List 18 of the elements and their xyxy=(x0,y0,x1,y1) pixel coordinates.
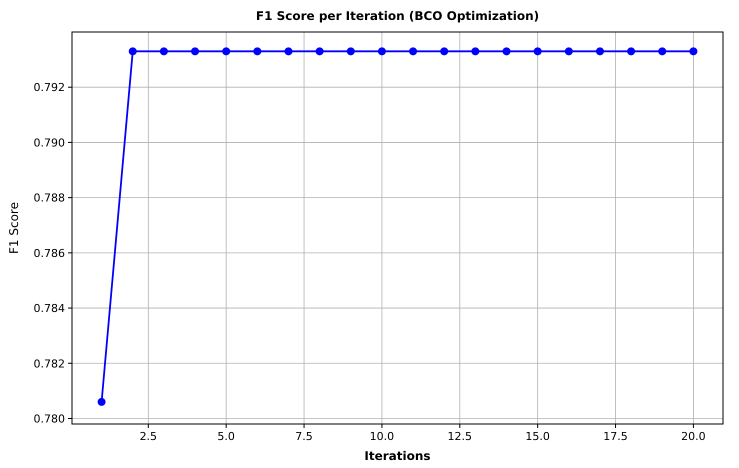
y-tick-label: 0.780 xyxy=(34,412,65,426)
x-tick-label: 17.5 xyxy=(603,430,628,443)
x-tick-label: 5.0 xyxy=(217,430,235,443)
y-axis-title: F1 Score xyxy=(7,202,21,254)
y-tick-label: 0.788 xyxy=(34,192,65,205)
y-tick-label: 0.790 xyxy=(34,136,65,150)
x-tick-label: 20.0 xyxy=(681,430,706,443)
x-tick-label: 10.0 xyxy=(370,430,394,443)
y-tick-label: 0.792 xyxy=(34,81,65,94)
x-tick-label: 2.5 xyxy=(140,430,158,443)
x-tick-label: 12.5 xyxy=(448,430,472,443)
y-tick-label: 0.786 xyxy=(34,246,65,260)
x-tick-label: 7.5 xyxy=(295,430,313,443)
y-tick-label: 0.784 xyxy=(34,302,65,316)
x-tick-label: 15.0 xyxy=(525,430,550,443)
x-axis-title: Iterations xyxy=(364,449,431,463)
chart-title: F1 Score per Iteration (BCO Optimization) xyxy=(256,9,540,23)
y-tick-label: 0.782 xyxy=(34,357,65,370)
